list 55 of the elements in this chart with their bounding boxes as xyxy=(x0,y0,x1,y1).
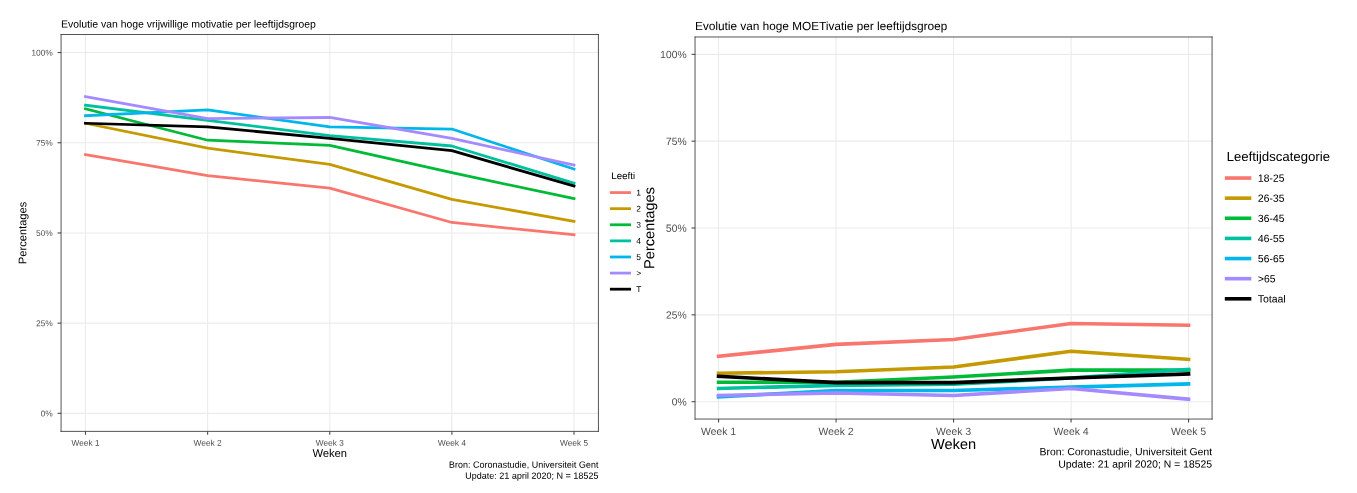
legend-title: Leeftijdscategorie xyxy=(1227,151,1330,164)
x-tick-label: Week 4 xyxy=(1053,427,1089,436)
x-tick-label: Week 3 xyxy=(315,439,344,446)
y-tick-label: 25% xyxy=(36,320,53,327)
line-series xyxy=(716,349,1191,376)
legend-label: 18-25 xyxy=(1258,174,1285,182)
line-series xyxy=(84,107,576,201)
x-tick-label: Week 3 xyxy=(936,427,971,436)
y-tick-label: 100% xyxy=(32,49,53,56)
line-series xyxy=(716,386,1191,402)
legend-label: 5 xyxy=(636,254,641,260)
legend-label: 36-45 xyxy=(1258,214,1285,223)
text: Update: 21 april 2020; N = 18525 xyxy=(1059,460,1212,470)
legend-label: 56-65 xyxy=(1258,254,1285,263)
x-axis-title: Weken xyxy=(312,448,347,458)
y-tick-label: 75% xyxy=(36,139,53,146)
chart-title: Evolutie van hoge MOETivatie per leeftijdsgroep xyxy=(696,21,947,33)
line-series xyxy=(716,321,1191,358)
legend-label: 26-35 xyxy=(1258,194,1285,202)
x-tick-label: Week 1 xyxy=(71,439,100,446)
line-series xyxy=(84,121,576,188)
line-series xyxy=(84,95,576,167)
text: Bron: Coronastudie, Universiteit Gent xyxy=(449,461,599,469)
legend-label: 3 xyxy=(636,221,641,228)
y-tick-label: 0% xyxy=(41,410,53,417)
legend-label: T xyxy=(636,286,642,293)
x-tick-label: Week 2 xyxy=(193,439,222,446)
line-series xyxy=(716,372,1191,385)
legend-label: > xyxy=(636,271,641,276)
y-tick-label: 75% xyxy=(666,137,687,146)
y-tick-label: 50% xyxy=(36,230,53,237)
y-tick-label: 0% xyxy=(672,398,687,406)
text: Bron: Coronastudie, Universiteit Gent xyxy=(1040,447,1213,457)
x-tick-label: Week 5 xyxy=(560,439,588,446)
x-axis-title: Weken xyxy=(931,438,976,450)
y-tick-label: 50% xyxy=(666,224,687,232)
y-tick-label: 25% xyxy=(666,311,687,319)
line-series xyxy=(84,153,576,237)
legend-label: 2 xyxy=(636,205,641,212)
x-tick-label: Week 5 xyxy=(1171,427,1206,436)
line-series xyxy=(84,103,576,185)
legend-label: >65 xyxy=(1258,275,1276,283)
x-tick-label: Week 4 xyxy=(437,439,466,446)
y-axis-title: Percentages xyxy=(644,187,658,268)
legend-label: 46-55 xyxy=(1258,234,1285,243)
x-tick-label: Week 1 xyxy=(701,427,736,436)
legend-label: Totaal xyxy=(1258,294,1285,303)
legend-label: 1 xyxy=(636,189,641,196)
x-tick-label: Week 2 xyxy=(818,427,854,436)
y-tick-label: 100% xyxy=(660,50,687,59)
legend-title: Leefti xyxy=(612,172,635,180)
legend-label: 4 xyxy=(636,238,641,244)
chart-title: Evolutie van hoge vrijwillige motivatie per leeftijdsgroep xyxy=(61,20,316,30)
y-axis-title: Percentages xyxy=(18,202,29,264)
text: Update: 21 april 2020; N = 18525 xyxy=(465,472,599,481)
